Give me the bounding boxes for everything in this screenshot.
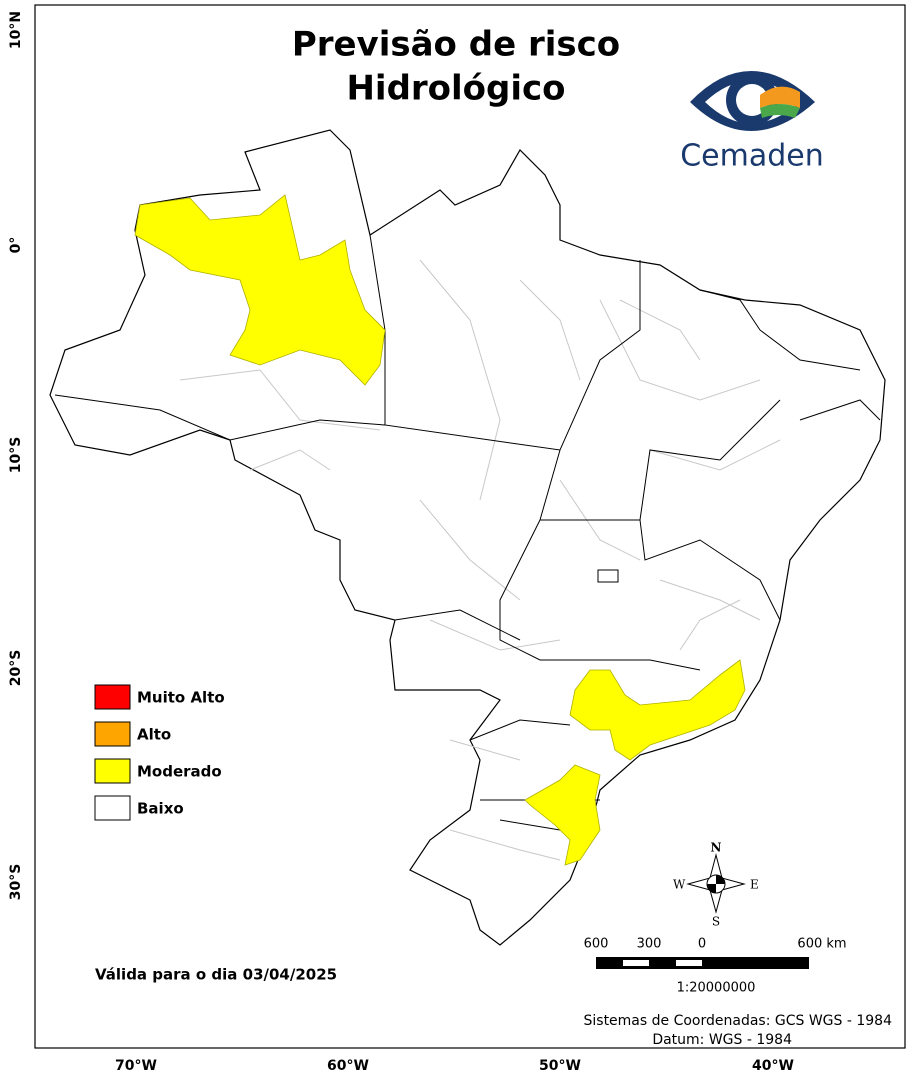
longitude-labels: 70°W 60°W 50°W 40°W xyxy=(115,1058,794,1074)
legend-swatch xyxy=(94,721,131,747)
compass-east: E xyxy=(750,878,759,892)
scale-label: 0 xyxy=(698,937,706,952)
legend-swatch xyxy=(94,758,131,784)
compass-north: N xyxy=(711,841,722,855)
longitude-label: 40°W xyxy=(752,1058,794,1074)
legend-label: Alto xyxy=(137,726,171,744)
latitude-label: 10°S xyxy=(8,437,24,474)
municipality-lines xyxy=(179,259,781,861)
moderate-region-north xyxy=(134,194,386,386)
compass-west: W xyxy=(673,878,686,892)
longitude-label: 70°W xyxy=(115,1058,157,1074)
footer-line: Datum: WGS - 1984 xyxy=(652,1032,792,1048)
compass-south: S xyxy=(712,915,720,929)
legend-swatch xyxy=(94,684,131,710)
latitude-label: 30°S xyxy=(8,864,24,901)
logo: Cemaden xyxy=(680,71,824,174)
compass: N S E W xyxy=(673,841,759,929)
legend-swatch xyxy=(94,795,131,821)
scale-ratio: 1:20000000 xyxy=(677,981,756,996)
legend-label: Moderado xyxy=(137,763,222,781)
scale-bar: 600 300 0 600 km 1:20000000 xyxy=(584,937,847,996)
scale-label: 300 xyxy=(637,937,662,952)
latitude-label: 20°S xyxy=(8,650,24,687)
legend-label: Baixo xyxy=(137,800,184,818)
legend-label: Muito Alto xyxy=(137,689,225,707)
validity-text: Válida para o dia 03/04/2025 xyxy=(95,966,337,984)
moderate-region-south xyxy=(524,764,601,866)
latitude-label: 10°N xyxy=(8,11,24,49)
title-line: Hidrológico xyxy=(346,69,565,109)
scale-label: 600 xyxy=(584,937,609,952)
longitude-label: 60°W xyxy=(327,1058,369,1074)
latitude-labels: 10°N 0° 10°S 20°S 30°S xyxy=(8,11,24,900)
title-line: Previsão de risco xyxy=(292,25,620,65)
moderate-region-southeast xyxy=(569,659,746,761)
longitude-label: 50°W xyxy=(539,1058,581,1074)
scale-label: 600 km xyxy=(797,937,846,952)
latitude-label: 0° xyxy=(8,237,24,254)
footer-line: Sistemas de Coordenadas: GCS WGS - 1984 xyxy=(584,1013,893,1029)
risk-regions xyxy=(134,194,746,866)
legend: Muito Alto Alto Moderado Baixo xyxy=(94,684,225,821)
logo-text: Cemaden xyxy=(680,139,824,174)
